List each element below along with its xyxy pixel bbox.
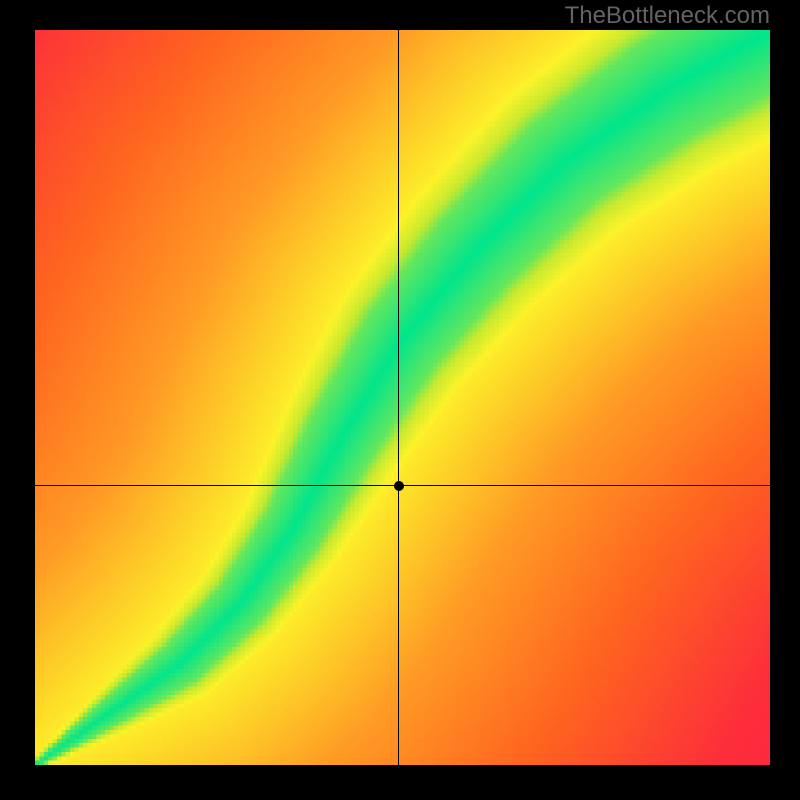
bottleneck-heatmap [35, 30, 770, 765]
crosshair-vertical [398, 30, 399, 765]
watermark-text: TheBottleneck.com [565, 2, 770, 30]
chart-container: TheBottleneck.com [0, 0, 800, 800]
crosshair-marker [394, 481, 404, 491]
